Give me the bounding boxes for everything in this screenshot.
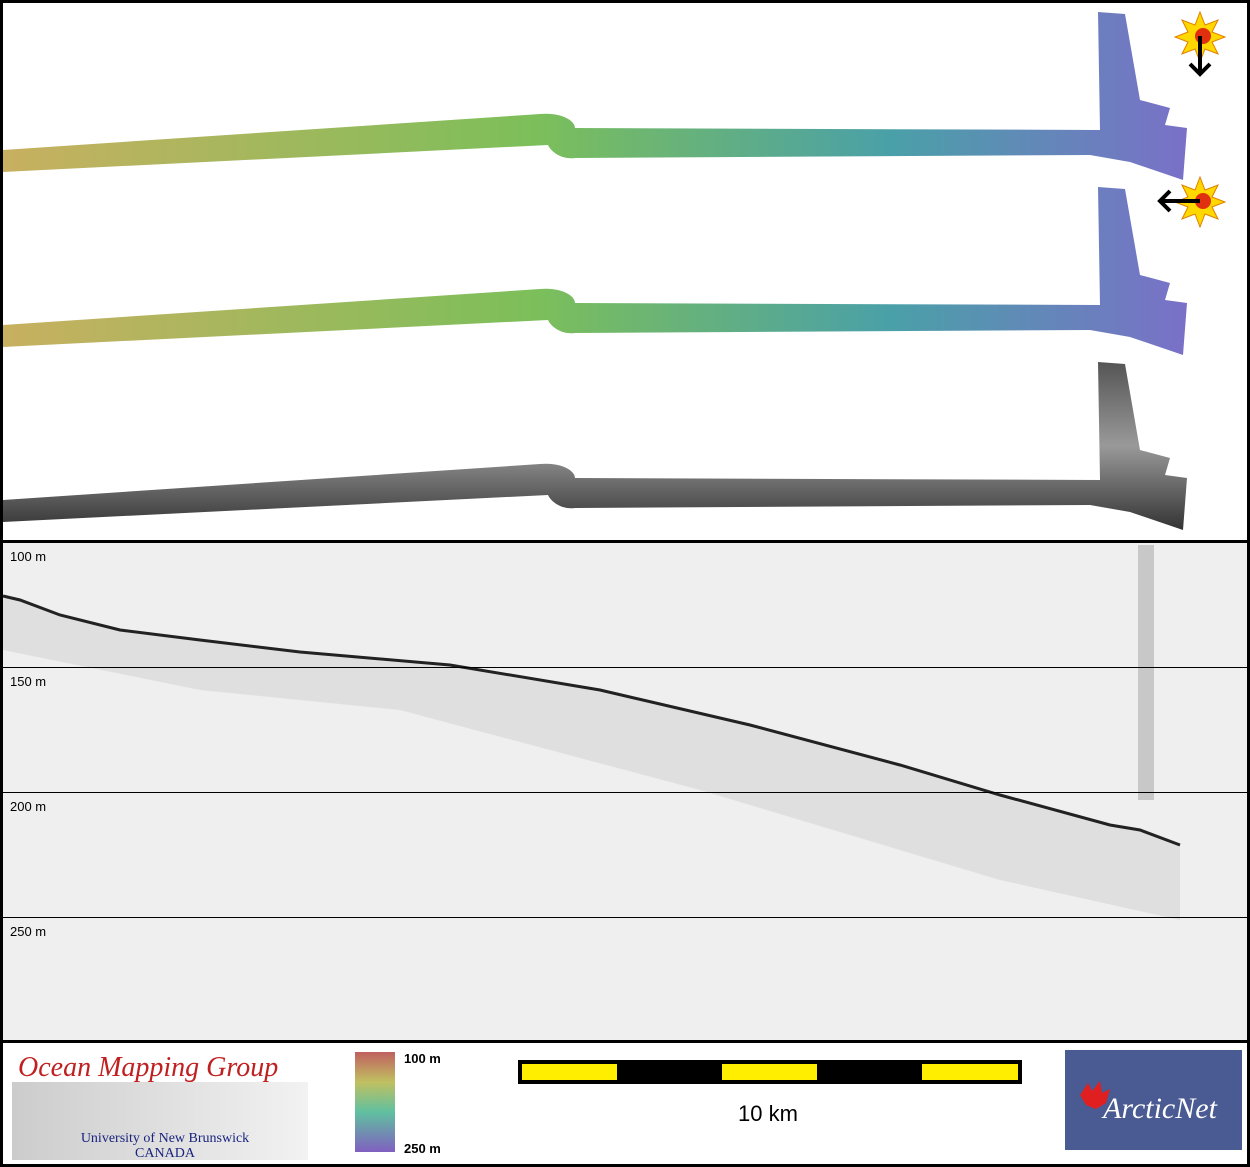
group-title: Ocean Mapping Group bbox=[18, 1052, 278, 1083]
depth-label: 200 m bbox=[10, 799, 46, 814]
country: CANADA bbox=[135, 1146, 196, 1161]
sun-icon bbox=[1157, 175, 1227, 229]
depth-label: 150 m bbox=[10, 674, 46, 689]
scale-bar bbox=[518, 1060, 1022, 1084]
profile-artifact bbox=[1138, 545, 1154, 800]
sun-icon bbox=[1173, 10, 1227, 77]
scale-label: 10 km bbox=[738, 1101, 798, 1126]
depth-label: 250 m bbox=[10, 924, 46, 939]
colorbar-label: 100 m bbox=[404, 1051, 441, 1066]
partner-logo: ArcticNet bbox=[1101, 1092, 1218, 1125]
university: University of New Brunswick bbox=[81, 1131, 249, 1146]
profile-background bbox=[3, 543, 1247, 1040]
maple-leaf bbox=[1080, 1081, 1110, 1109]
depth-label: 100 m bbox=[10, 549, 46, 564]
colorbar-label: 250 m bbox=[404, 1141, 441, 1156]
subbottom-return bbox=[3, 598, 1180, 920]
colorbar bbox=[355, 1052, 395, 1152]
depth-grid bbox=[3, 667, 1247, 918]
omg-logo-image bbox=[12, 1082, 308, 1160]
seabed-reflector bbox=[2, 594, 1181, 847]
